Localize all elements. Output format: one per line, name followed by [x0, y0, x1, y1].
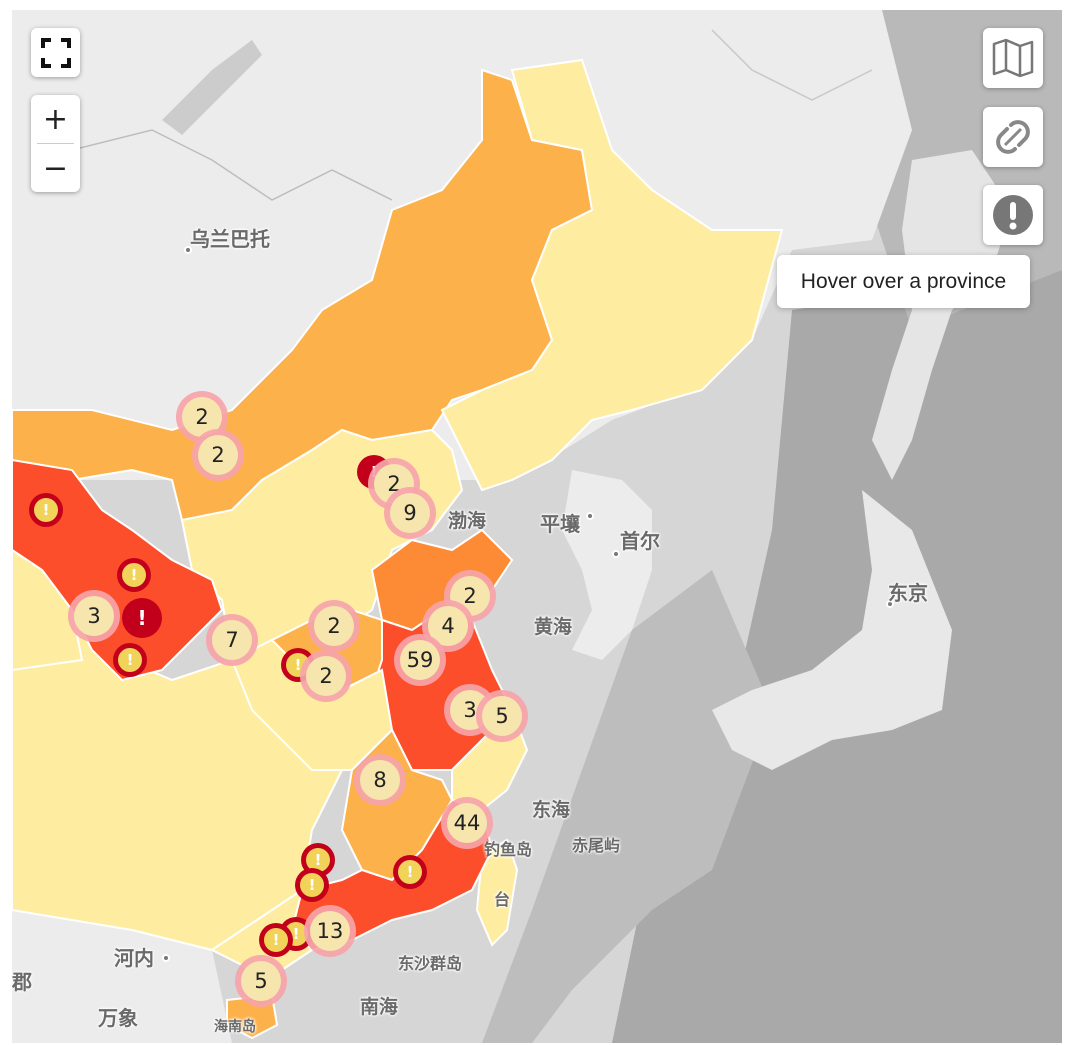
label-vientiane: 万象: [98, 1006, 138, 1030]
label-seoul: 首尔: [620, 529, 660, 553]
label-ulaanbaatar: 乌兰巴托: [190, 227, 270, 251]
label-south-sea: 南海: [360, 996, 399, 1018]
cluster-marker[interactable]: 9: [384, 487, 436, 539]
label-pyongyang: 平壤: [540, 512, 580, 536]
label-east-sea: 东海: [532, 799, 571, 821]
city-dot: [162, 954, 170, 962]
label-taiwan: 台: [494, 890, 511, 909]
cluster-marker[interactable]: 8: [354, 754, 406, 806]
alert-marker[interactable]: !: [117, 558, 151, 592]
map-canvas: [12, 10, 1062, 1043]
cluster-marker[interactable]: 13: [304, 905, 356, 957]
city-dot: [586, 512, 594, 520]
cluster-marker[interactable]: 2: [300, 650, 352, 702]
city-dot: [886, 600, 894, 608]
city-dot: [612, 550, 620, 558]
label-chiwei: 赤尾屿: [572, 836, 621, 855]
zoom-in-button[interactable]: +: [42, 101, 69, 137]
alert-marker[interactable]: !: [259, 923, 293, 957]
alert-marker[interactable]: !: [113, 643, 147, 677]
exclamation-icon: [993, 195, 1033, 235]
alert-marker[interactable]: !: [29, 493, 63, 527]
fullscreen-icon: [40, 37, 71, 68]
zoom-out-button[interactable]: −: [42, 150, 69, 186]
label-dongsha: 东沙群岛: [398, 954, 463, 973]
city-dot: [184, 246, 192, 254]
label-yellow-sea: 黄海: [534, 616, 573, 638]
map-icon: [992, 38, 1034, 78]
zoom-control: + −: [31, 95, 80, 192]
map-view[interactable]: 乌兰巴托 渤海 平壤 首尔 东京 黄海 东海 钓鱼岛 赤尾屿 东沙群岛 南海 河…: [12, 10, 1062, 1043]
alert-marker[interactable]: !: [393, 855, 427, 889]
cluster-marker[interactable]: 2: [192, 429, 244, 481]
cluster-marker[interactable]: 3: [68, 590, 120, 642]
link-icon: [996, 120, 1030, 154]
cluster-marker[interactable]: 5: [476, 690, 528, 742]
label-hainan: 海南岛: [214, 1019, 256, 1035]
label-bohai: 渤海: [448, 510, 487, 532]
cluster-marker[interactable]: 5: [235, 955, 287, 1007]
cluster-marker[interactable]: 2: [308, 600, 360, 652]
alert-marker[interactable]: !: [295, 868, 329, 902]
alert-marker[interactable]: !: [122, 598, 162, 638]
share-link-button[interactable]: [983, 107, 1043, 167]
hover-info-box: Hover over a province: [777, 255, 1030, 308]
label-tokyo: 东京: [888, 581, 928, 605]
alert-button[interactable]: [983, 185, 1043, 245]
cluster-marker[interactable]: 7: [206, 614, 258, 666]
fullscreen-button[interactable]: [31, 28, 80, 77]
zoom-divider: [37, 143, 74, 144]
label-edge: 郡: [12, 970, 32, 994]
label-diaoyu: 钓鱼岛: [484, 840, 533, 859]
cluster-marker[interactable]: 44: [441, 797, 493, 849]
cluster-marker[interactable]: 59: [394, 634, 446, 686]
cluster-marker[interactable]: 2: [368, 458, 420, 510]
map-layers-button[interactable]: [983, 28, 1043, 88]
label-hanoi: 河内: [114, 946, 154, 970]
